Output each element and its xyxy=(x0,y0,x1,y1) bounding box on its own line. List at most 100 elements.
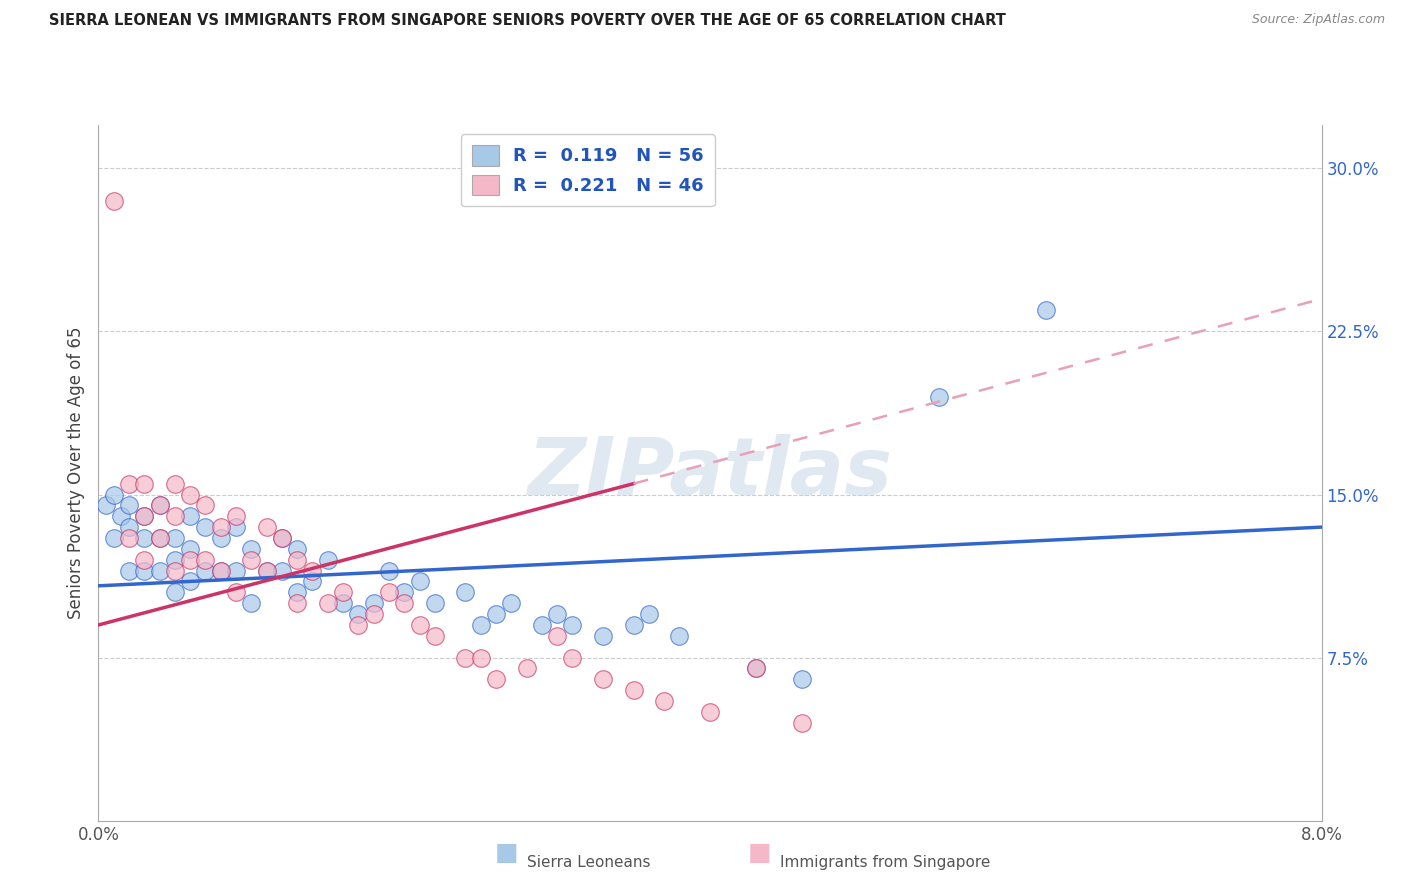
Point xyxy=(209,564,232,578)
Point xyxy=(163,552,186,567)
Point xyxy=(285,541,308,556)
Point xyxy=(179,541,201,556)
Point xyxy=(301,564,323,578)
Point xyxy=(285,585,308,599)
Point xyxy=(668,629,690,643)
Point xyxy=(194,499,217,513)
Text: Source: ZipAtlas.com: Source: ZipAtlas.com xyxy=(1251,13,1385,27)
Point xyxy=(103,487,125,501)
Point xyxy=(118,520,141,534)
Point xyxy=(546,607,568,621)
Point xyxy=(637,607,661,621)
Point xyxy=(928,390,950,404)
Point xyxy=(745,661,768,675)
Point xyxy=(225,585,247,599)
Point xyxy=(256,520,278,534)
Point xyxy=(240,552,263,567)
Point xyxy=(301,574,323,589)
Point xyxy=(225,520,247,534)
Point xyxy=(163,585,186,599)
Point xyxy=(256,564,278,578)
Point xyxy=(163,476,186,491)
Point xyxy=(316,596,339,610)
Text: Immigrants from Singapore: Immigrants from Singapore xyxy=(780,855,991,870)
Point xyxy=(110,509,132,524)
Point xyxy=(423,596,446,610)
Point xyxy=(194,552,217,567)
Point xyxy=(163,509,186,524)
Point xyxy=(225,564,247,578)
Point xyxy=(103,531,125,545)
Point xyxy=(179,487,201,501)
Point xyxy=(347,607,370,621)
Point xyxy=(470,650,492,665)
Point xyxy=(149,499,172,513)
Point xyxy=(332,596,354,610)
Point xyxy=(652,694,675,708)
Point xyxy=(745,661,768,675)
Point xyxy=(134,564,156,578)
Point xyxy=(546,629,568,643)
Point xyxy=(454,650,477,665)
Point xyxy=(179,509,201,524)
Point xyxy=(378,585,401,599)
Point xyxy=(270,531,294,545)
Point xyxy=(408,618,430,632)
Point xyxy=(134,531,156,545)
Point xyxy=(623,683,645,698)
Point xyxy=(270,564,294,578)
Point xyxy=(209,531,232,545)
Point xyxy=(149,531,172,545)
Point xyxy=(699,705,721,719)
Point xyxy=(790,673,813,687)
Point xyxy=(347,618,370,632)
Point xyxy=(118,476,141,491)
Point xyxy=(316,552,339,567)
Point xyxy=(240,541,263,556)
Point xyxy=(408,574,430,589)
Point xyxy=(378,564,401,578)
Y-axis label: Seniors Poverty Over the Age of 65: Seniors Poverty Over the Age of 65 xyxy=(66,326,84,619)
Point xyxy=(454,585,477,599)
Point xyxy=(485,673,508,687)
Point xyxy=(501,596,523,610)
Text: ■: ■ xyxy=(748,841,770,865)
Point xyxy=(561,650,583,665)
Point xyxy=(134,509,156,524)
Point xyxy=(194,564,217,578)
Point xyxy=(485,607,508,621)
Point xyxy=(179,574,201,589)
Point xyxy=(256,564,278,578)
Point xyxy=(118,531,141,545)
Point xyxy=(225,509,247,524)
Point xyxy=(392,585,416,599)
Point xyxy=(134,476,156,491)
Point xyxy=(561,618,583,632)
Text: ZIPatlas: ZIPatlas xyxy=(527,434,893,512)
Point xyxy=(194,520,217,534)
Point xyxy=(209,564,232,578)
Legend: R =  0.119   N = 56, R =  0.221   N = 46: R = 0.119 N = 56, R = 0.221 N = 46 xyxy=(461,134,714,206)
Point xyxy=(592,629,614,643)
Point xyxy=(285,552,308,567)
Point xyxy=(530,618,553,632)
Point xyxy=(363,607,385,621)
Point xyxy=(332,585,354,599)
Point xyxy=(163,531,186,545)
Text: SIERRA LEONEAN VS IMMIGRANTS FROM SINGAPORE SENIORS POVERTY OVER THE AGE OF 65 C: SIERRA LEONEAN VS IMMIGRANTS FROM SINGAP… xyxy=(49,13,1007,29)
Point xyxy=(118,564,141,578)
Point xyxy=(149,564,172,578)
Point xyxy=(790,715,813,730)
Point xyxy=(240,596,263,610)
Point xyxy=(163,564,186,578)
Point xyxy=(209,520,232,534)
Point xyxy=(516,661,538,675)
Point xyxy=(363,596,385,610)
Point xyxy=(392,596,416,610)
Point xyxy=(423,629,446,643)
Point xyxy=(134,552,156,567)
Point xyxy=(285,596,308,610)
Point xyxy=(149,499,172,513)
Text: Sierra Leoneans: Sierra Leoneans xyxy=(527,855,651,870)
Point xyxy=(623,618,645,632)
